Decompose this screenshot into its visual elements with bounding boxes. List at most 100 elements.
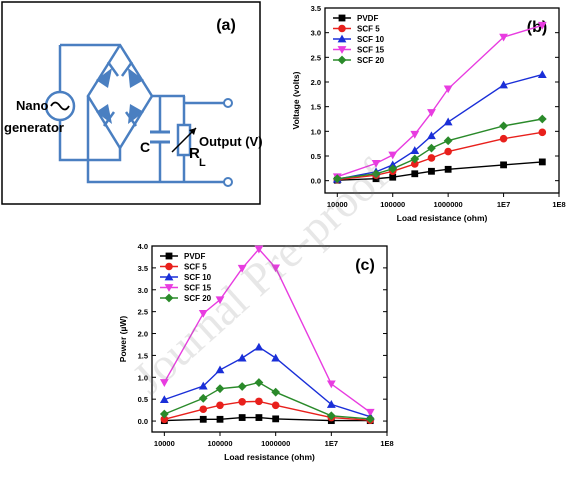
circuit-wires <box>58 43 224 184</box>
y-tick-label: 0.5 <box>311 152 321 161</box>
data-point <box>411 170 419 178</box>
y-tick-label: 3.0 <box>138 286 148 295</box>
y-tick-label: 4.0 <box>138 242 148 251</box>
resistor-label-sub: L <box>199 157 206 169</box>
data-point <box>538 158 546 166</box>
data-point <box>500 161 507 169</box>
legend-marker <box>337 46 347 54</box>
capacitor-label: C <box>140 139 150 155</box>
series-scf-15 <box>159 245 375 417</box>
legend-marker <box>164 293 174 303</box>
y-tick-label: 2.0 <box>311 78 321 87</box>
output-terminal-icon <box>223 98 233 108</box>
diode-icon <box>128 68 144 88</box>
legend-marker <box>165 262 173 271</box>
data-point <box>199 415 207 423</box>
data-point <box>427 154 436 162</box>
legend-marker <box>337 34 347 43</box>
legend-marker <box>338 14 346 22</box>
data-point <box>365 414 375 424</box>
legend-label: SCF 15 <box>184 284 212 293</box>
circuit-diagram: (a) <box>1 1 263 205</box>
data-point <box>410 160 419 168</box>
series-line <box>164 346 371 418</box>
series-scf-10 <box>159 342 375 421</box>
legend-marker <box>338 24 346 33</box>
x-tick-label: 1E7 <box>325 439 338 448</box>
y-tick-label: 1.5 <box>311 103 321 112</box>
series-pvdf <box>160 414 374 425</box>
data-point <box>371 160 381 168</box>
power-chart-panel: 0.0 0.5 1.0 1.5 2.0 2.5 3.0 3.5 4.0 10000 100000 10… <box>112 236 412 472</box>
series-line <box>337 131 543 181</box>
y-tick-label: 3.0 <box>311 29 321 38</box>
y-axis-label: Voltage (volts) <box>291 71 301 129</box>
series-line <box>164 381 371 420</box>
data-point <box>215 384 225 394</box>
series-line <box>337 161 543 181</box>
plot-frame <box>324 7 560 194</box>
data-point <box>159 379 169 387</box>
legend-label: PVDF <box>184 252 205 261</box>
data-point <box>444 165 452 173</box>
x-tick-label: 10000 <box>327 200 348 209</box>
legend-label: SCF 10 <box>184 273 212 282</box>
legend-marker <box>164 284 174 292</box>
data-point <box>237 353 247 362</box>
panel-label: (c) <box>355 257 375 274</box>
data-point <box>326 411 336 421</box>
series-pvdf <box>333 158 546 184</box>
x-tick-label: 10000 <box>154 439 175 448</box>
data-point <box>216 401 224 410</box>
legend-label: SCF 20 <box>184 294 212 303</box>
series-line <box>337 73 543 180</box>
data-point <box>410 146 420 154</box>
data-point <box>326 380 336 389</box>
data-point <box>537 114 547 124</box>
data-point <box>198 393 208 403</box>
data-point <box>255 414 263 421</box>
data-point <box>198 309 208 318</box>
data-point <box>444 147 452 156</box>
data-point <box>389 173 397 181</box>
y-tick-label: 3.5 <box>311 4 321 13</box>
data-point <box>427 109 436 117</box>
data-point <box>443 136 453 146</box>
legend-label: PVDF <box>357 14 378 23</box>
data-point <box>159 395 169 404</box>
series-line <box>164 400 371 421</box>
series-scf-15 <box>332 21 547 182</box>
data-point <box>215 296 225 305</box>
source-label-2: generator <box>4 120 64 135</box>
data-point <box>272 415 280 423</box>
series-scf-10 <box>332 70 547 183</box>
x-tick-label: 100000 <box>207 439 232 448</box>
data-point <box>238 398 246 406</box>
sine-wave-icon <box>50 101 70 111</box>
data-point <box>388 160 398 169</box>
circuit-panel: (a) <box>0 0 263 206</box>
power-chart: 0.0 0.5 1.0 1.5 2.0 2.5 3.0 3.5 4.0 10000 100000 10… <box>118 242 394 462</box>
series-scf-20 <box>159 378 375 424</box>
diode-icon <box>96 68 112 88</box>
legend-marker <box>165 252 173 260</box>
data-point <box>271 264 281 273</box>
data-point <box>499 121 508 131</box>
data-point <box>499 80 508 89</box>
data-point <box>388 164 398 174</box>
x-tick-label: 100000 <box>380 200 405 209</box>
data-point <box>388 151 398 160</box>
data-point <box>537 21 547 30</box>
data-point <box>160 415 169 424</box>
y-tick-label: 0.5 <box>138 395 148 404</box>
panel-label-a: (a) <box>216 17 236 34</box>
legend-label: SCF 10 <box>357 35 385 44</box>
data-point <box>198 381 208 390</box>
y-tick-label: 0.0 <box>311 177 321 186</box>
data-point <box>271 401 280 410</box>
data-point <box>499 134 508 143</box>
data-point <box>271 353 281 362</box>
x-tick-label: 1E8 <box>380 439 393 448</box>
data-point <box>427 143 436 153</box>
